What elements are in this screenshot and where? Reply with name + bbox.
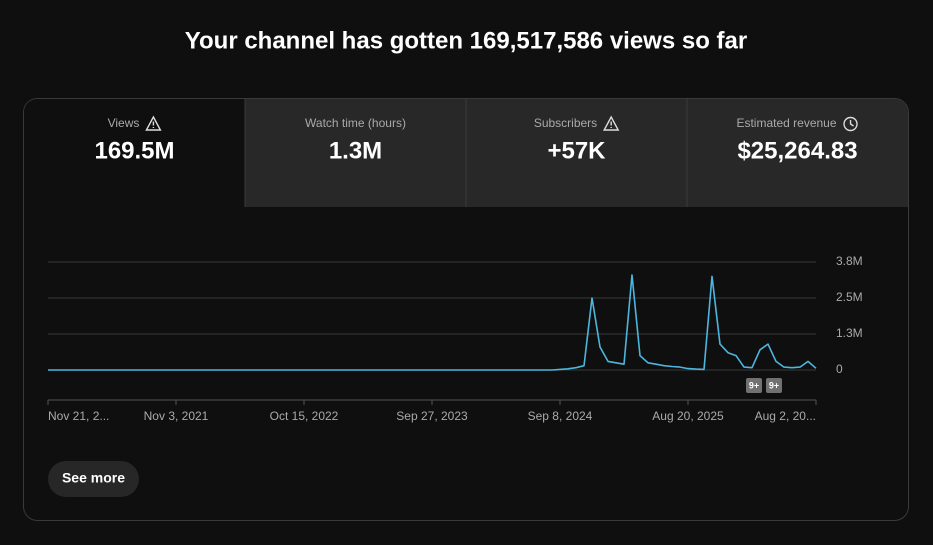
y-tick-label: 3.8M: [836, 254, 863, 268]
tab-label: Watch time (hours): [305, 116, 406, 130]
tab-value: 169.5M: [94, 137, 174, 164]
line-series: [48, 274, 817, 371]
annotation-label: 9+: [769, 380, 779, 390]
clock-icon: [843, 116, 858, 132]
y-tick-label: 0: [836, 362, 843, 376]
tab-label: Views: [108, 116, 140, 130]
y-tick-label: 2.5M: [836, 290, 863, 304]
clock-hands: [849, 120, 854, 127]
see-more-button[interactable]: [48, 461, 139, 497]
tab[interactable]: [245, 99, 466, 207]
see-more-label[interactable]: See more: [62, 470, 125, 486]
annotation-label: 9+: [749, 380, 759, 390]
tab-value: $25,264.83: [737, 137, 857, 164]
tab[interactable]: [466, 99, 687, 207]
x-tick-label: Sep 27, 2023: [396, 409, 468, 423]
tab[interactable]: [24, 99, 245, 207]
annotation-badge[interactable]: [746, 378, 762, 393]
tab-label: Subscribers: [534, 116, 597, 130]
tab-value: +57K: [547, 137, 606, 164]
tab-label: Estimated revenue: [736, 116, 836, 130]
headline: Your channel has gotten 169,517,586 view…: [185, 27, 747, 54]
x-tick-label: Aug 2, 20...: [755, 409, 816, 423]
warning-icon: [603, 115, 620, 131]
tab[interactable]: [687, 99, 908, 207]
x-tick-label: Nov 21, 2...: [48, 409, 109, 423]
tab-value: 1.3M: [329, 137, 382, 164]
x-tick-label: Sep 8, 2024: [528, 409, 593, 423]
tab-bar: Views 169.5M Watch time (hours) 1.3M Subscri…: [24, 99, 908, 207]
annotation-badge[interactable]: [766, 378, 782, 393]
x-tick-label: Nov 3, 2021: [144, 409, 209, 423]
chart: 0 1.3M 2.5M 3.8M Nov 21, 2... Nov 3, 2021 Oct …: [47, 254, 863, 423]
y-tick-label: 1.3M: [836, 326, 863, 340]
warning-icon: [145, 115, 162, 131]
x-tick-label: Oct 15, 2022: [270, 409, 339, 423]
x-tick-label: Aug 20, 2025: [652, 409, 724, 423]
